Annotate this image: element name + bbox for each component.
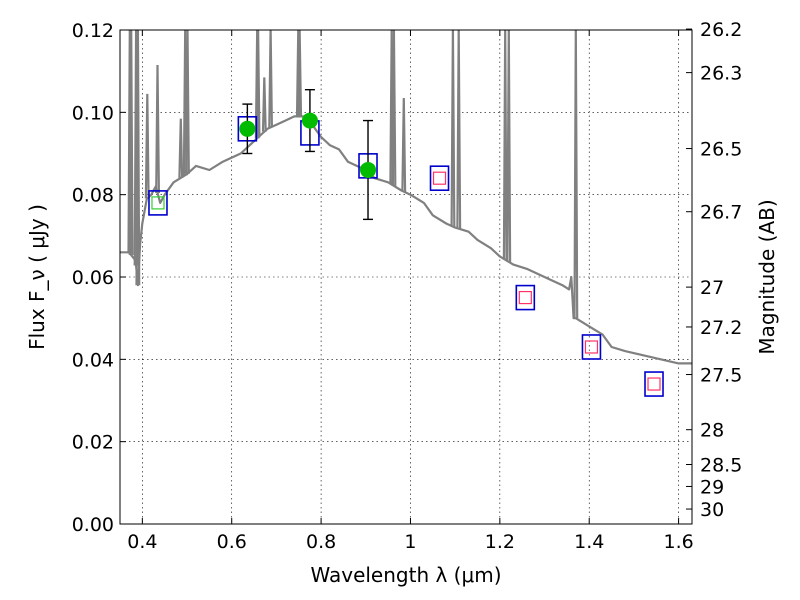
emission-line xyxy=(573,30,579,319)
observed-point xyxy=(301,112,318,129)
emission-line xyxy=(144,93,150,199)
y2-tick-label: 26.7 xyxy=(700,202,742,224)
emission-line xyxy=(128,30,134,256)
y2-tick-label: 28.5 xyxy=(700,454,742,476)
y2-tick-label: 30 xyxy=(700,499,724,521)
emission-line xyxy=(391,30,397,186)
emission-line xyxy=(506,30,512,262)
emission-line xyxy=(178,118,184,178)
y-tick-label: 0.02 xyxy=(72,432,114,454)
y2-tick-label: 27.2 xyxy=(700,317,742,339)
upper-limit-square xyxy=(584,340,599,354)
y-axis-label: Flux F_ν ( μJy ) xyxy=(25,204,49,350)
y-tick-label: 0.10 xyxy=(72,102,114,124)
model-photometry-square xyxy=(581,334,602,360)
y2-tick-label: 29 xyxy=(700,476,724,498)
observed-point xyxy=(239,120,256,137)
model-photometry-square xyxy=(644,371,664,397)
y-tick-label: 0.12 xyxy=(72,20,114,42)
emission-line xyxy=(502,30,508,260)
faint-point-square xyxy=(151,196,165,210)
marker-layer xyxy=(148,88,664,397)
model-photometry-square xyxy=(515,284,536,311)
y-tick-label: 0.08 xyxy=(72,185,114,207)
emission-line xyxy=(185,30,190,174)
model-spectrum-line xyxy=(120,115,692,365)
data-layer xyxy=(120,30,692,365)
x-tick-label: 1.4 xyxy=(574,531,604,553)
y2-axis-label: Magnitude (AB) xyxy=(755,199,779,354)
x-tick-label: 0.8 xyxy=(306,531,336,553)
y2-tick-label: 26.3 xyxy=(700,63,742,85)
y2-tick-label: 27.5 xyxy=(700,365,742,387)
upper-limit-square xyxy=(432,171,447,185)
emission-line xyxy=(255,30,261,138)
emission-line xyxy=(155,64,160,194)
model-photometry-square xyxy=(148,190,168,216)
y2-tick-label: 26.2 xyxy=(700,19,742,41)
model-photometry-square xyxy=(429,165,450,191)
x-tick-label: 1.6 xyxy=(663,531,693,553)
emission-line xyxy=(268,30,273,128)
emission-line xyxy=(297,30,303,117)
y-tick-label: 0.00 xyxy=(72,514,114,536)
upper-limit-square xyxy=(518,290,532,305)
x-tick-label: 0.6 xyxy=(217,531,247,553)
upper-limit-square xyxy=(647,377,661,391)
observed-point xyxy=(360,161,377,178)
emission-line xyxy=(261,77,267,132)
emission-line xyxy=(456,30,462,229)
x-tick-label: 1.2 xyxy=(485,531,515,553)
x-axis-label: Wavelength λ (μm) xyxy=(310,563,501,587)
emission-line xyxy=(450,30,456,227)
ticks: 0.4 0.6 0.8 1 1.2 1.4 1.6 0.00 0.02 0.04 0.06 0.08 0… xyxy=(72,19,743,553)
x-tick-label: 0.4 xyxy=(127,531,157,553)
emission-line xyxy=(401,97,407,192)
y2-tick-label: 28 xyxy=(700,420,724,442)
y-tick-label: 0.04 xyxy=(72,349,114,371)
y2-tick-label: 27 xyxy=(700,277,724,299)
y-tick-label: 0.06 xyxy=(72,267,114,289)
x-tick-label: 1 xyxy=(404,531,416,553)
emission-line xyxy=(135,30,141,286)
y2-tick-label: 26.5 xyxy=(700,139,742,161)
